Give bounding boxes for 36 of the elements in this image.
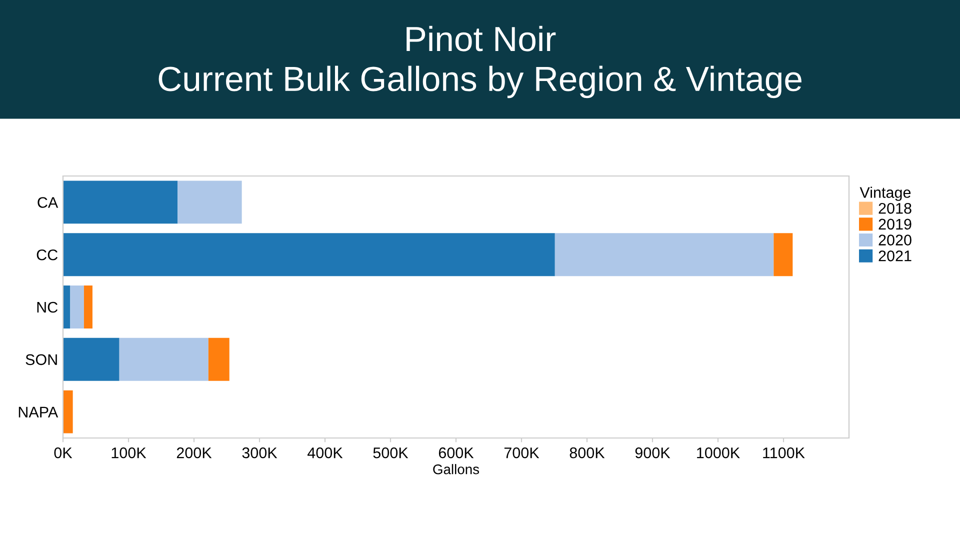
bar xyxy=(554,233,774,276)
bar xyxy=(63,180,178,224)
bar xyxy=(119,338,208,381)
x-tick-label: 300K xyxy=(242,447,278,458)
x-tick-label: 400K xyxy=(308,447,343,458)
bar xyxy=(63,286,70,328)
legend-label: 2021 xyxy=(878,250,912,262)
bar xyxy=(208,338,230,381)
x-tick-label: 500K xyxy=(373,447,408,458)
legend-title: Vintage xyxy=(860,186,911,201)
chart-title: Pinot Noir Current Bulk Gallons by Region & Vintage xyxy=(158,26,802,98)
x-tick-label: 800K xyxy=(570,447,605,458)
legend-label: 2020 xyxy=(878,234,912,246)
bar xyxy=(63,233,555,276)
y-tick-label: SON xyxy=(26,354,57,366)
legend-label: 2018 xyxy=(878,202,912,214)
y-tick-label: CA xyxy=(38,197,58,208)
bar xyxy=(63,390,73,434)
x-tick-label: 1000K xyxy=(697,447,740,458)
y-tick-label: CC xyxy=(36,249,58,260)
x-tick-label: 200K xyxy=(176,447,212,458)
x-tick-label: 700K xyxy=(504,447,540,458)
y-tick-label: NAPA xyxy=(18,406,58,418)
y-tick-label: NC xyxy=(37,302,58,313)
x-axis-title: Gallons xyxy=(433,464,480,474)
legend-label: 2019 xyxy=(878,218,912,230)
bar xyxy=(178,180,242,224)
x-tick-label: 1100K xyxy=(763,447,805,458)
x-tick-label: 600K xyxy=(438,447,474,458)
bar xyxy=(70,286,84,328)
x-tick-label: 0K xyxy=(54,447,72,458)
x-tick-label: 900K xyxy=(635,447,670,458)
x-tick-label: 100K xyxy=(112,447,146,458)
bar xyxy=(84,286,92,328)
bar xyxy=(63,338,120,381)
bar xyxy=(774,233,793,276)
